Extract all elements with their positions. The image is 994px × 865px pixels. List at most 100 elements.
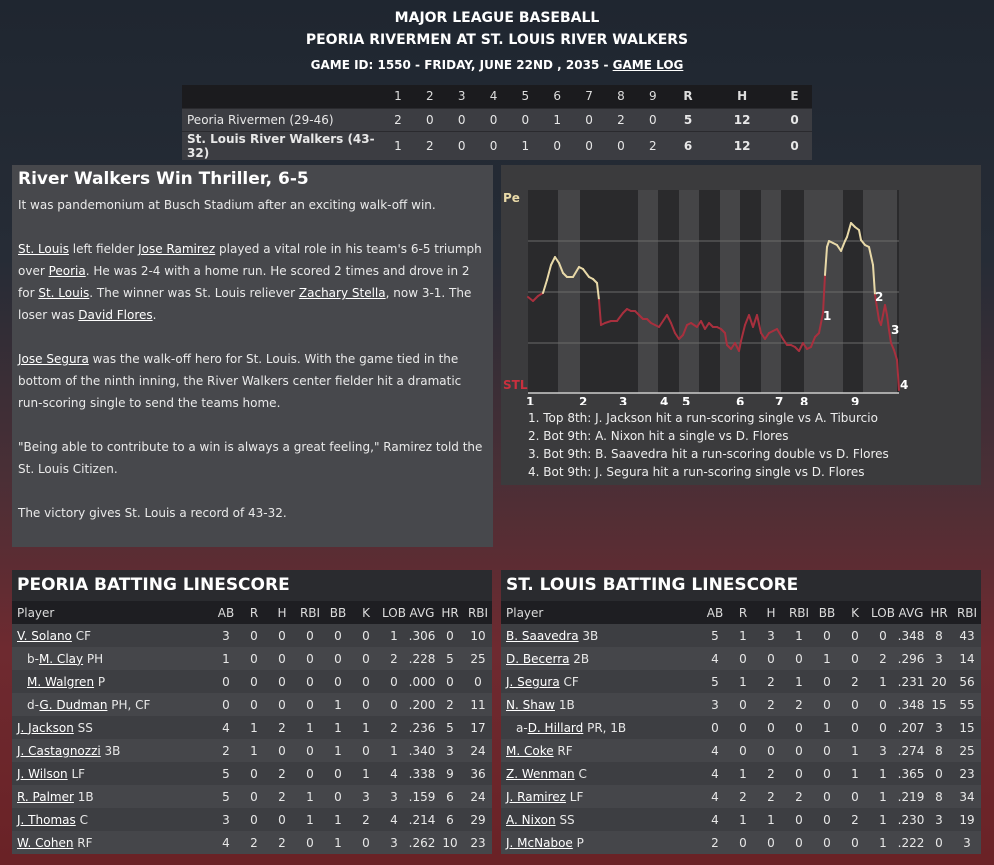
player-link[interactable]: J. Segura xyxy=(506,674,560,689)
wp-line-segment xyxy=(738,340,742,352)
story-paragraph-5: The victory gives St. Louis a record of … xyxy=(18,506,287,520)
event-marker: 2 xyxy=(875,290,883,304)
stat-cell: 14 xyxy=(959,651,975,666)
team-link-st-louis[interactable]: St. Louis xyxy=(18,242,69,256)
player-link[interactable]: J. Thomas xyxy=(17,812,76,827)
wp-line-segment xyxy=(756,314,762,334)
stlouis-batting-table: Player AB R H RBI BB K LOB AVG HR RBI B. Saavedra … xyxy=(501,601,981,854)
player-link-jose-segura[interactable]: Jose Segura xyxy=(18,352,89,366)
stat-cell: 0 xyxy=(222,697,230,712)
stat-cell: 25 xyxy=(959,743,975,758)
stat-cell: 0 xyxy=(306,835,314,850)
player-link[interactable]: V. Solano xyxy=(17,628,72,643)
stat-cell: .340 xyxy=(408,743,436,758)
stat-cell: 0 xyxy=(250,766,258,781)
wp-line-segment xyxy=(690,322,698,328)
stat-cell: 2 xyxy=(711,835,719,850)
game-log-link[interactable]: GAME LOG xyxy=(612,58,684,72)
player-link[interactable]: Z. Wenman xyxy=(506,766,575,781)
hits-total: 12 xyxy=(733,138,751,153)
stat-cell: .348 xyxy=(897,697,925,712)
stat-cell: 1 xyxy=(851,766,859,781)
stat-cell: 1 xyxy=(823,651,831,666)
player-link[interactable]: R. Palmer xyxy=(17,789,74,804)
wp-line-segment xyxy=(824,246,828,276)
stat-cell: 0 xyxy=(851,720,859,735)
player-link[interactable]: N. Shaw xyxy=(506,697,555,712)
batting-col-header: LOB xyxy=(382,605,406,620)
stat-cell: 5 xyxy=(446,720,454,735)
table-row: a-D. Hillard PR, 1B 0 0 0 0 1 0 0 .207 3 15 xyxy=(501,716,981,739)
wp-line-segment xyxy=(666,314,672,324)
player-link-david-flores[interactable]: David Flores xyxy=(78,308,153,322)
player-link[interactable]: D. Becerra xyxy=(506,651,570,666)
player-link-zachary-stella[interactable]: Zachary Stella xyxy=(298,286,386,300)
stat-cell: 2 xyxy=(390,651,398,666)
player-position: LF xyxy=(565,789,584,804)
table-row: b-M. Clay PH 1 0 0 0 0 0 2 .228 5 25 xyxy=(12,647,492,670)
stat-cell: 2 xyxy=(222,743,230,758)
stat-cell: 3 xyxy=(963,835,971,850)
story-text: . The winner was St. Louis reliever xyxy=(89,286,299,300)
player-link[interactable]: G. Dudman xyxy=(39,697,108,712)
stat-cell: .230 xyxy=(897,812,925,827)
stat-cell: 0 xyxy=(823,835,831,850)
hits-total: 12 xyxy=(733,112,751,127)
player-link[interactable]: D. Hillard xyxy=(527,720,584,735)
stat-cell: 19 xyxy=(959,812,975,827)
stat-cell: 0 xyxy=(250,697,258,712)
stat-cell: .222 xyxy=(897,835,925,850)
stat-cell: 1 xyxy=(306,812,314,827)
stat-cell: 0 xyxy=(767,720,775,735)
player-link[interactable]: A. Nixon xyxy=(506,812,556,827)
stat-cell: 23 xyxy=(470,835,486,850)
stat-cell: 11 xyxy=(470,697,486,712)
stat-cell: 1 xyxy=(739,628,747,643)
story-paragraph-4: "Being able to contribute to a win is al… xyxy=(18,440,483,476)
stat-cell: 3 xyxy=(935,651,943,666)
game-info-text: GAME ID: 1550 - FRIDAY, JUNE 22ND , 2035… xyxy=(310,58,613,72)
wp-line-segment xyxy=(658,320,664,328)
runs-total: 6 xyxy=(683,138,693,153)
player-cell: V. Solano CF xyxy=(12,624,212,647)
player-link[interactable]: B. Saavedra xyxy=(506,628,579,643)
team-link-st-louis[interactable]: St. Louis xyxy=(38,286,90,300)
batting-col-header: H xyxy=(277,605,287,620)
wp-line-segment xyxy=(818,312,824,334)
player-link[interactable]: J. Ramirez xyxy=(506,789,566,804)
team-link-peoria[interactable]: Peoria xyxy=(48,264,86,278)
stat-cell: 0 xyxy=(278,697,286,712)
player-link[interactable]: M. Walgren xyxy=(27,674,95,689)
line-score-team-header xyxy=(182,85,382,108)
player-link[interactable]: W. Cohen xyxy=(17,835,74,850)
matchup-title: PEORIA RIVERMEN AT ST. LOUIS RIVER WALKE… xyxy=(305,32,689,48)
stat-cell: 0 xyxy=(446,628,454,643)
player-link[interactable]: J. McNaboe xyxy=(506,835,573,850)
stat-cell: 0 xyxy=(306,674,314,689)
player-cell: R. Palmer 1B xyxy=(12,785,212,808)
player-link[interactable]: M. Clay xyxy=(38,651,84,666)
wp-line-segment xyxy=(890,342,895,351)
stat-cell: 0 xyxy=(795,812,803,827)
stat-cell: 1 xyxy=(334,743,342,758)
stat-cell: 1 xyxy=(334,835,342,850)
wp-line-segment xyxy=(674,332,680,340)
stat-cell: 3 xyxy=(446,743,454,758)
line-score-col-header: 2 xyxy=(425,89,434,104)
stat-cell: 0 xyxy=(739,743,747,758)
stat-cell: 2 xyxy=(446,697,454,712)
player-position: 3B xyxy=(578,628,599,643)
player-link[interactable]: J. Castagnozzi xyxy=(17,743,101,758)
batting-col-header: LOB xyxy=(871,605,895,620)
batting-col-header: AVG xyxy=(409,605,435,620)
player-link[interactable]: M. Coke xyxy=(506,743,554,758)
batting-col-header: HR xyxy=(930,605,948,620)
player-link-jose-ramirez[interactable]: Jose Ramirez xyxy=(138,242,216,256)
story-text: played a vital role in his team's 6-5 tr… xyxy=(18,242,482,278)
player-link[interactable]: J. Wilson xyxy=(17,766,68,781)
player-position: 1B xyxy=(555,697,575,712)
player-link[interactable]: J. Jackson xyxy=(17,720,74,735)
table-row: W. Cohen RF 4 2 2 0 1 0 3.262 10 23 xyxy=(12,831,492,854)
sub-prefix: b- xyxy=(27,651,39,666)
stat-cell: .338 xyxy=(408,766,436,781)
